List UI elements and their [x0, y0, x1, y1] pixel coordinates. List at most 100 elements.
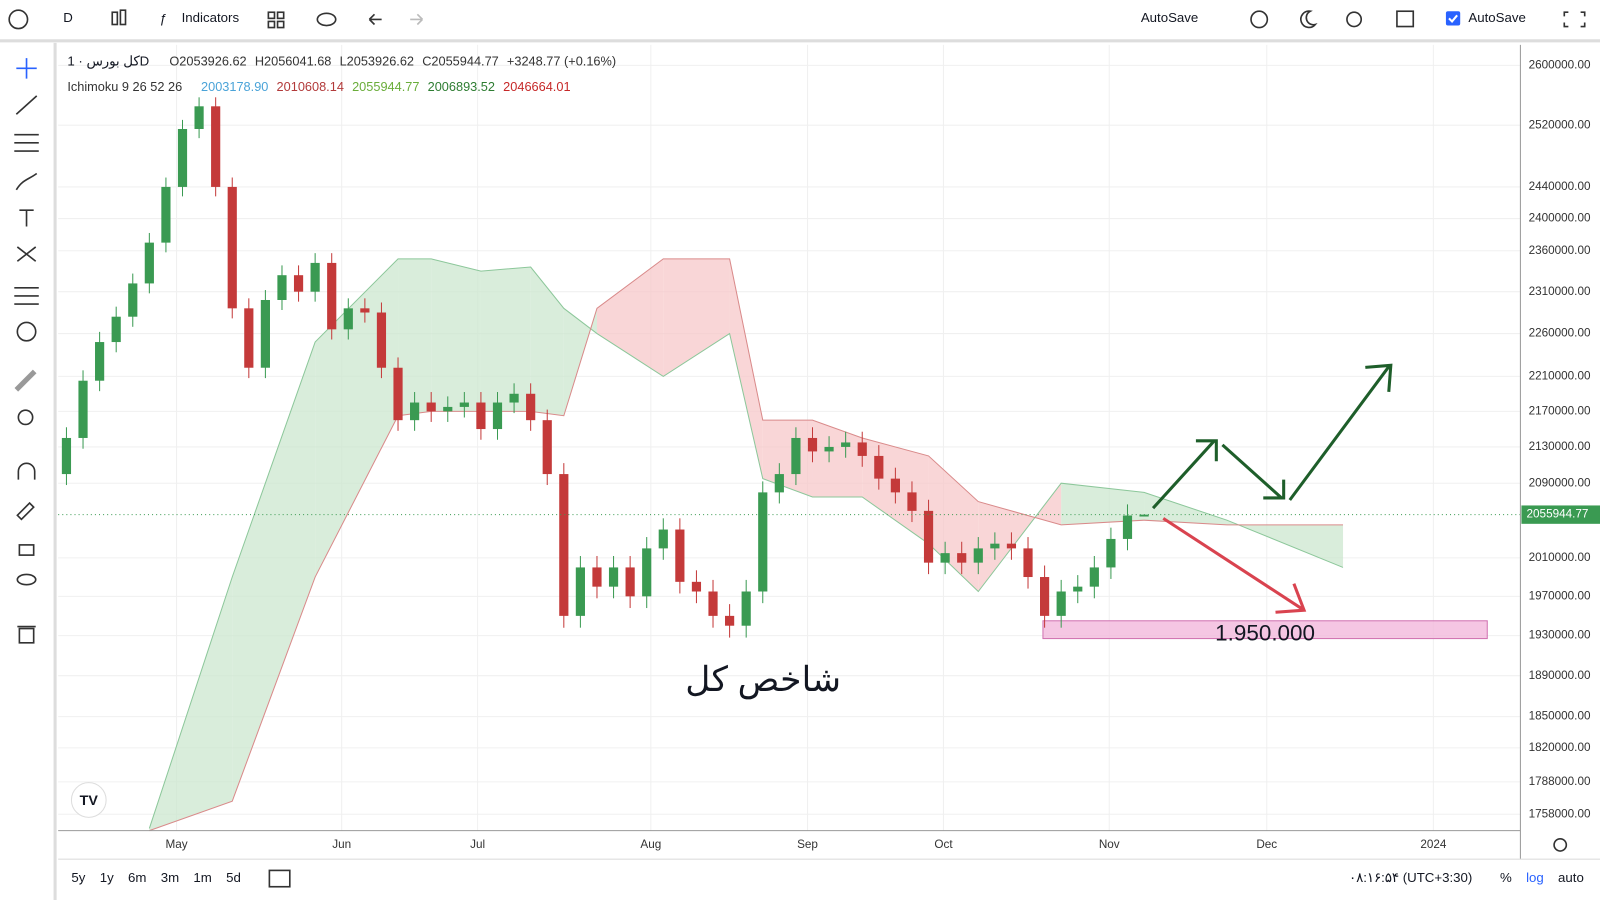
hide[interactable]	[16, 573, 37, 586]
last-price-label: 2055944.77	[1527, 508, 1589, 521]
ruler[interactable]	[14, 369, 37, 392]
candle-body	[526, 393, 536, 421]
range-button[interactable]: 6m	[128, 870, 146, 885]
range-button[interactable]: 5y	[71, 870, 85, 885]
theme[interactable]	[1300, 10, 1318, 29]
fib[interactable]	[14, 133, 39, 152]
indicator-value: 2046664.01	[503, 79, 570, 94]
candle-body	[426, 402, 436, 412]
cloud-fill	[398, 258, 432, 416]
visibility[interactable]	[316, 12, 337, 27]
range-button[interactable]: 3m	[161, 870, 179, 885]
cloud-span-a	[148, 258, 1344, 829]
candle-body	[741, 591, 751, 626]
autosave-checkbox[interactable]	[1445, 11, 1461, 26]
candle-body	[1139, 514, 1149, 517]
fullscreen[interactable]	[1563, 11, 1586, 28]
plot-area	[58, 44, 1521, 832]
indicator-name[interactable]: Ichimoku 9 26 52 26	[67, 79, 182, 94]
zoom[interactable]	[17, 409, 34, 426]
text-tool[interactable]	[19, 209, 34, 227]
share[interactable]	[1346, 11, 1363, 28]
prediction[interactable]	[14, 286, 39, 305]
candle-body	[725, 615, 735, 626]
candle-body	[1023, 548, 1033, 578]
range-button[interactable]: 1m	[193, 870, 211, 885]
x-tick-label: Dec	[1256, 838, 1277, 851]
candle-body	[95, 342, 105, 381]
candle-body	[608, 567, 619, 587]
candle-body	[177, 128, 188, 187]
candle-body	[476, 402, 486, 430]
icons[interactable]	[16, 321, 37, 342]
candle-body	[327, 262, 337, 330]
left-toolbar	[14, 42, 57, 900]
scale-button[interactable]: auto	[1558, 870, 1584, 885]
candle-body	[542, 420, 552, 475]
interval[interactable]: D	[63, 10, 73, 25]
y-tick-label: 2310000.00	[1529, 285, 1591, 298]
candle-body	[1073, 586, 1083, 592]
cloud-fill	[431, 258, 481, 412]
fx-icon[interactable]: ƒ	[159, 11, 166, 26]
scale-button[interactable]: %	[1500, 870, 1512, 885]
autosave-menu[interactable]: AutoSave	[1141, 10, 1198, 25]
settings[interactable]	[1250, 10, 1269, 29]
candle-body	[940, 553, 950, 563]
candle-body	[410, 402, 420, 421]
arrow-up-1	[1151, 439, 1218, 510]
candle-body	[559, 474, 569, 616]
redo[interactable]	[410, 13, 424, 26]
candle-body	[443, 406, 453, 412]
arrow-up-2	[1288, 363, 1393, 501]
arrow-down-1	[1221, 443, 1286, 500]
brush[interactable]	[15, 172, 38, 191]
candle-body	[194, 106, 204, 129]
chart-type[interactable]	[111, 9, 127, 26]
candle-body	[260, 299, 270, 368]
x-tick-label: Aug	[640, 838, 661, 851]
keep-drawing[interactable]	[16, 501, 35, 521]
magnet[interactable]	[17, 462, 36, 480]
cloud-fill	[1061, 483, 1145, 525]
undo[interactable]	[368, 13, 382, 26]
indicator-value: 2055944.77	[352, 79, 419, 94]
ohlc-value: O2053926.62	[169, 54, 246, 69]
y-tick-label: 1788000.00	[1529, 775, 1591, 788]
indicator-value: 2003178.90	[201, 79, 268, 94]
symbol[interactable]: کل بورس · 1D	[67, 54, 149, 70]
candle-body	[227, 186, 237, 309]
candle-body	[360, 308, 370, 313]
cloud-fill	[480, 267, 531, 412]
caption: شاخص کل	[685, 661, 841, 700]
lock[interactable]	[18, 544, 35, 556]
patterns[interactable]	[16, 246, 37, 262]
cloud-fill	[812, 420, 863, 497]
candle-body	[658, 529, 668, 549]
goto-date[interactable]	[268, 869, 291, 888]
y-tick-label: 1970000.00	[1529, 589, 1591, 602]
candle-body	[393, 367, 403, 421]
delete[interactable]	[17, 625, 36, 644]
crosshair[interactable]	[16, 58, 37, 79]
trend-line[interactable]	[15, 95, 38, 115]
range-button[interactable]: 5d	[226, 870, 241, 885]
candle-body	[1106, 538, 1116, 568]
cloud-fill	[232, 342, 316, 802]
arrow-down-red	[1162, 517, 1307, 614]
add-symbol[interactable]	[8, 9, 29, 30]
candle-body	[244, 308, 254, 368]
indicators[interactable]: Indicators	[182, 10, 240, 25]
snapshot[interactable]	[1396, 10, 1415, 28]
y-tick-label: 2260000.00	[1529, 327, 1591, 340]
last-price-badge	[1521, 505, 1600, 524]
axis-settings[interactable]	[1553, 837, 1568, 852]
autosave-label[interactable]: AutoSave	[1468, 10, 1525, 25]
bottom-toolbar: ۰۸:۱۶:۵۴ (UTC+3:30) 5y 1y 6m 3m 1m 5d% log auto	[71, 869, 1584, 888]
candle-body	[78, 380, 88, 438]
candle-body	[708, 591, 718, 616]
templates[interactable]	[267, 11, 285, 29]
scale-button[interactable]: log	[1526, 870, 1544, 885]
range-button[interactable]: 1y	[100, 870, 114, 885]
